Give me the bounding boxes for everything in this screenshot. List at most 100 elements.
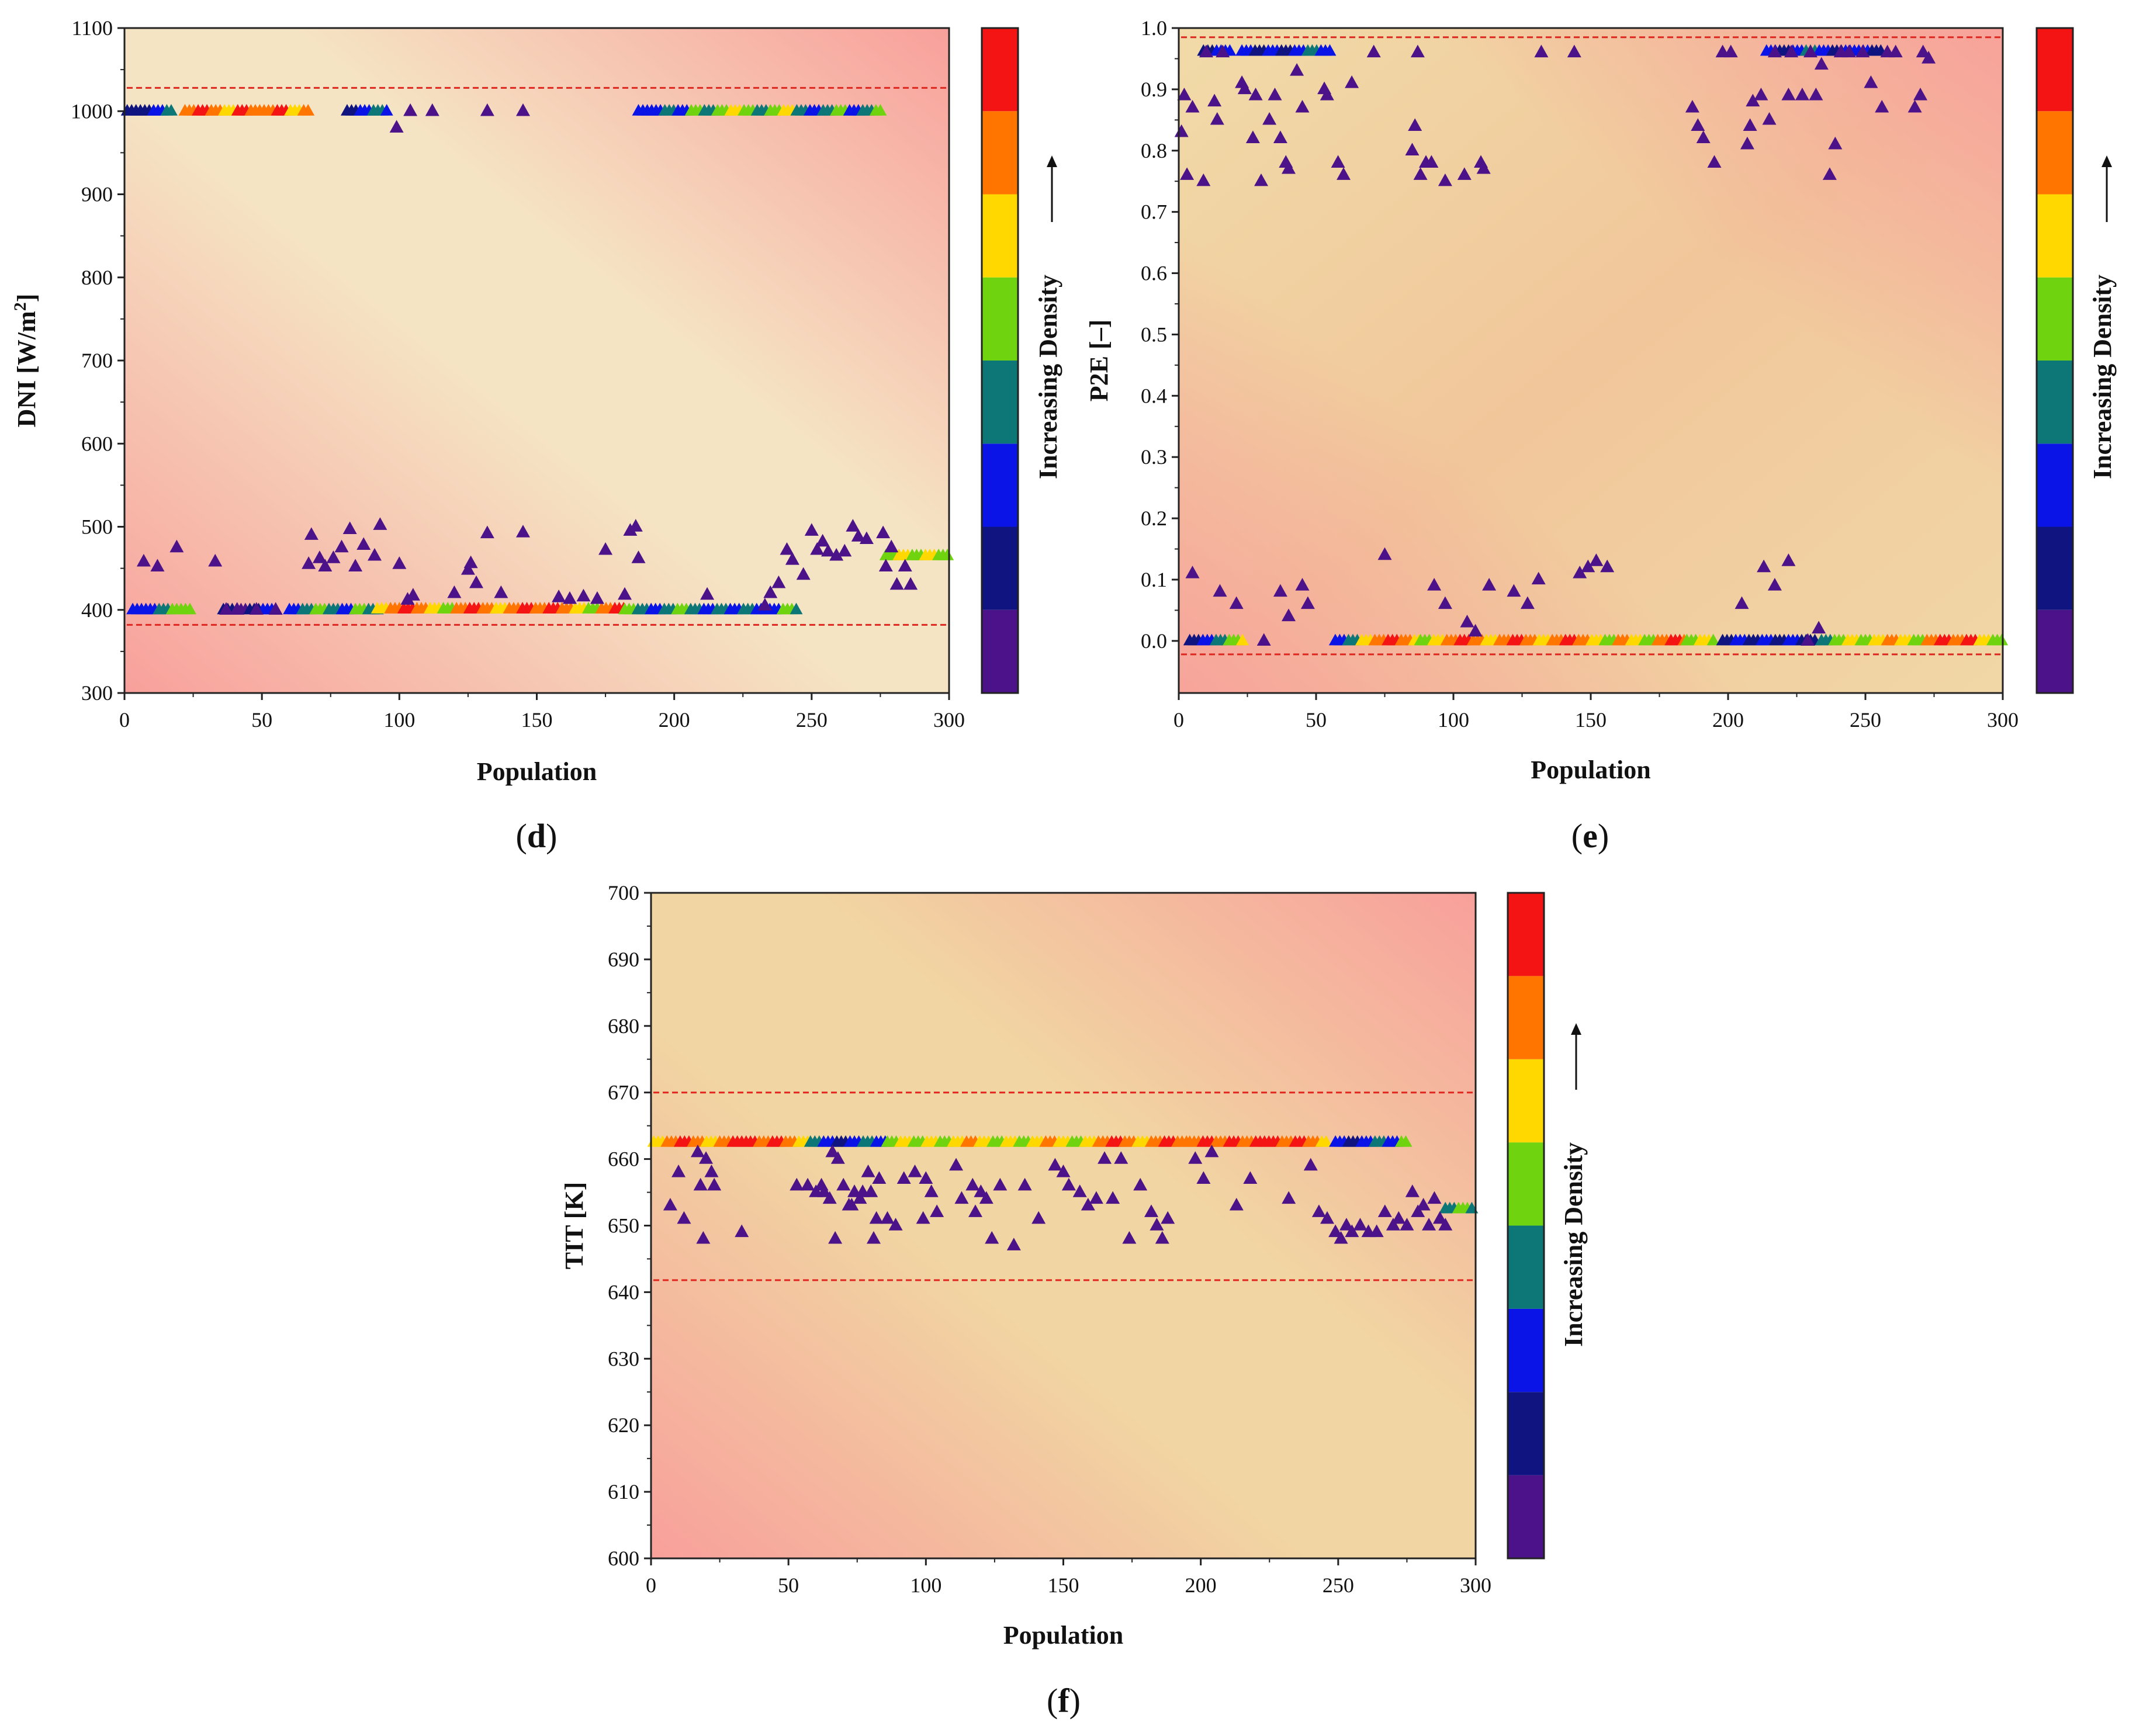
data-point bbox=[249, 602, 264, 615]
data-point bbox=[785, 552, 799, 565]
data-point bbox=[403, 103, 418, 116]
data-point bbox=[1411, 1204, 1425, 1217]
data-point bbox=[1735, 596, 1749, 609]
data-point bbox=[1913, 87, 1927, 101]
y-tick-label: 670 bbox=[608, 1081, 639, 1104]
data-point bbox=[968, 1204, 982, 1217]
colorbar-segment bbox=[1508, 1225, 1544, 1309]
panel-d: 0 50 100 150 200 250 300 300 400 500 600 700 800 900 1… bbox=[71, 16, 1019, 732]
data-point bbox=[1262, 112, 1277, 125]
data-point bbox=[1290, 63, 1304, 76]
data-point bbox=[908, 1164, 922, 1177]
data-point bbox=[219, 602, 234, 615]
data-point bbox=[1812, 621, 1826, 634]
data-point bbox=[268, 602, 283, 615]
data-point bbox=[896, 1171, 911, 1184]
data-point bbox=[1256, 633, 1271, 646]
data-point bbox=[1795, 87, 1809, 101]
band-marker bbox=[1399, 1135, 1413, 1147]
data-point bbox=[780, 542, 794, 555]
data-point bbox=[1482, 578, 1497, 591]
band-marker bbox=[380, 103, 393, 116]
data-point bbox=[663, 1197, 677, 1211]
plot-background bbox=[651, 893, 1476, 1558]
y-axis-title: P2E [–] bbox=[1085, 320, 1113, 402]
data-point bbox=[447, 585, 462, 598]
colorbar-segment bbox=[982, 28, 1018, 112]
data-point bbox=[552, 590, 566, 602]
data-point bbox=[1476, 161, 1491, 174]
y-tick-label: 610 bbox=[608, 1480, 639, 1503]
data-point bbox=[1196, 173, 1211, 186]
x-tick-label: 100 bbox=[383, 708, 415, 732]
data-point bbox=[628, 519, 643, 532]
data-point bbox=[1353, 1218, 1368, 1231]
data-point bbox=[1196, 1171, 1211, 1184]
data-point bbox=[515, 103, 530, 116]
data-point bbox=[677, 1211, 691, 1224]
colorbar-segment bbox=[2037, 194, 2073, 278]
y-tick-label: 0.7 bbox=[1141, 200, 1167, 224]
data-point bbox=[1122, 1231, 1137, 1244]
data-point bbox=[1081, 1197, 1095, 1211]
x-tick-label: 150 bbox=[1048, 1574, 1079, 1597]
data-point bbox=[790, 1177, 804, 1191]
data-point bbox=[1438, 1218, 1453, 1231]
data-point bbox=[1784, 44, 1799, 58]
data-point bbox=[965, 1177, 980, 1191]
data-point bbox=[771, 575, 786, 588]
data-point bbox=[1328, 1224, 1343, 1238]
colorbar-segment bbox=[2037, 609, 2073, 693]
data-point bbox=[924, 1184, 939, 1197]
band-marker bbox=[790, 602, 803, 615]
data-point bbox=[208, 553, 223, 567]
data-point bbox=[1520, 596, 1535, 609]
data-point bbox=[1311, 1204, 1326, 1217]
data-point bbox=[348, 559, 363, 571]
data-point bbox=[312, 550, 327, 563]
data-point bbox=[817, 1184, 832, 1197]
band-marker bbox=[1706, 633, 1720, 646]
x-tick-label: 300 bbox=[1460, 1574, 1491, 1597]
data-point bbox=[1422, 1218, 1436, 1231]
colorbar-segment bbox=[2037, 443, 2073, 527]
x-tick-label: 0 bbox=[646, 1574, 656, 1597]
colorbar-segment bbox=[982, 194, 1018, 278]
data-point bbox=[916, 1211, 930, 1224]
data-point bbox=[699, 1151, 714, 1164]
y-tick-label: 0.8 bbox=[1141, 139, 1167, 162]
data-point bbox=[1303, 1158, 1318, 1171]
data-point bbox=[1300, 596, 1315, 609]
data-point bbox=[830, 1151, 845, 1164]
x-tick-label: 0 bbox=[1173, 708, 1184, 732]
data-point bbox=[954, 1191, 969, 1204]
colorbar-segment bbox=[982, 111, 1018, 195]
x-tick-label: 250 bbox=[796, 708, 828, 732]
data-point bbox=[1331, 155, 1345, 168]
data-point bbox=[822, 1191, 837, 1204]
x-tick-label: 100 bbox=[1438, 708, 1469, 732]
y-tick-label: 650 bbox=[608, 1214, 639, 1238]
data-point bbox=[876, 525, 891, 539]
data-point bbox=[1229, 1197, 1244, 1211]
data-point bbox=[230, 602, 244, 615]
data-point bbox=[1696, 130, 1711, 144]
colorbar-segment bbox=[982, 277, 1018, 361]
data-point bbox=[356, 537, 371, 550]
data-point bbox=[993, 1177, 1008, 1191]
band-marker bbox=[1995, 633, 2009, 646]
panel-letter: (f) bbox=[1047, 1682, 1081, 1720]
y-tick-label: 600 bbox=[608, 1547, 639, 1570]
data-point bbox=[1369, 1224, 1384, 1238]
data-point bbox=[836, 1177, 851, 1191]
data-point bbox=[1273, 130, 1287, 144]
data-point bbox=[576, 588, 591, 602]
x-tick-label: 50 bbox=[778, 1574, 799, 1597]
density-arrow-head bbox=[2102, 155, 2112, 167]
band-marker bbox=[941, 549, 954, 560]
data-point bbox=[389, 120, 404, 133]
data-point bbox=[1339, 1218, 1353, 1231]
x-tick-label: 50 bbox=[251, 708, 272, 732]
band-marker bbox=[302, 103, 315, 116]
data-point bbox=[318, 559, 333, 571]
